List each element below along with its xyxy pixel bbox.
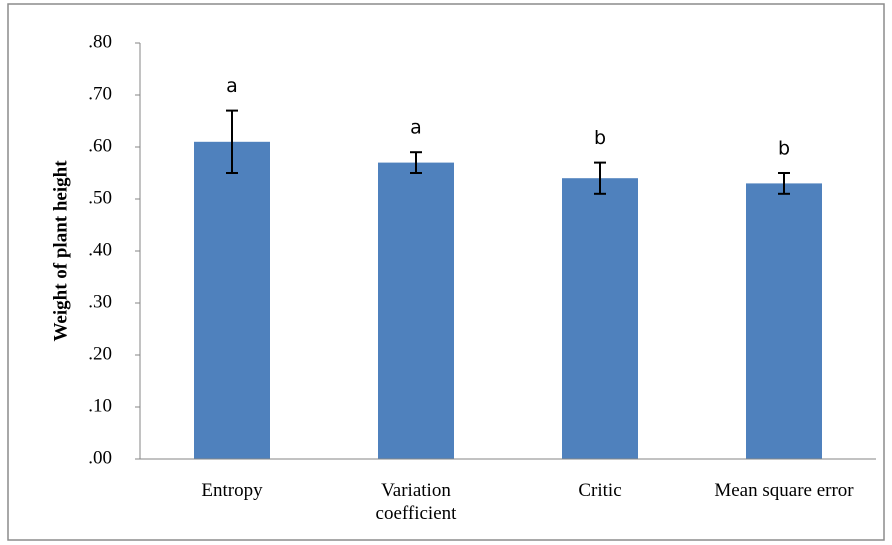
x-tick-label: Entropy [201,480,263,501]
error-bar [410,151,422,174]
x-tick-label: Variation coefficient [375,480,457,524]
y-axis-label: Weight of plant height [50,160,71,342]
bar [194,141,270,460]
x-tick-label: Critic [578,480,622,501]
y-tick-label: .80 [88,31,112,52]
bar [746,183,822,459]
x-tick-label: Mean square error [714,480,854,501]
y-tick-label: .00 [88,447,112,468]
annotation: b [594,127,606,149]
y-tick-label: .20 [88,343,112,364]
y-tick-label: .40 [88,239,112,260]
y-tick-label: .50 [88,187,112,208]
annotation: b [778,138,790,160]
y-tick-label: .60 [88,135,112,156]
annotation: a [410,117,422,139]
bar [378,162,454,459]
y-tick-label: .70 [88,83,112,104]
y-tick-label: .30 [88,291,112,312]
error-bar [778,172,790,195]
annotation: a [226,75,238,97]
bar [562,178,638,459]
error-bar [594,161,606,195]
error-bar [226,109,238,174]
y-tick-label: .10 [88,395,112,416]
